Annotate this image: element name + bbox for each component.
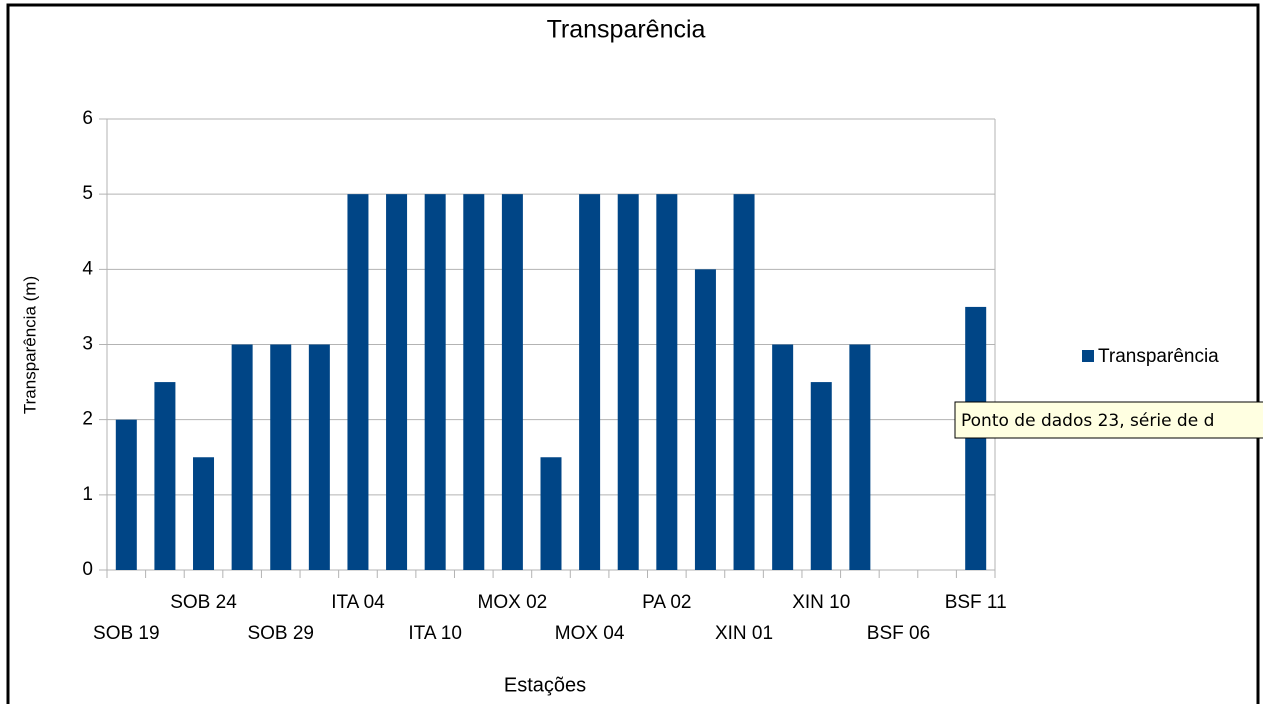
- x-tick-label: MOX 02: [478, 592, 548, 613]
- bar: [849, 344, 871, 570]
- bar: [463, 194, 485, 570]
- legend-label: Transparência: [1098, 346, 1219, 367]
- bar: [694, 269, 716, 570]
- x-tick-label: SOB 24: [170, 592, 237, 613]
- y-tick-label: 1: [82, 484, 93, 505]
- bar: [540, 457, 562, 570]
- bar: [386, 194, 408, 570]
- bar: [501, 194, 523, 570]
- y-tick-label: 3: [82, 334, 93, 355]
- chart-title: Transparência: [547, 16, 706, 44]
- x-tick-label: SOB 19: [93, 623, 160, 644]
- bar: [270, 344, 292, 570]
- x-axis-label: Estações: [504, 674, 586, 696]
- x-tick-label: ITA 10: [408, 623, 462, 644]
- x-tick-label: BSF 06: [867, 623, 930, 644]
- legend-swatch: [1082, 350, 1094, 362]
- bar: [733, 194, 755, 570]
- x-tick-label: SOB 29: [247, 623, 314, 644]
- bar: [231, 344, 253, 570]
- bar: [347, 194, 369, 570]
- bar: [424, 194, 446, 570]
- y-tick-label: 4: [82, 258, 93, 279]
- bar: [579, 194, 601, 570]
- x-tick-label: XIN 10: [792, 592, 850, 613]
- x-tick-label: XIN 01: [715, 623, 773, 644]
- bar: [308, 344, 330, 570]
- bar: [656, 194, 678, 570]
- x-tick-label: BSF 11: [945, 592, 1007, 613]
- y-axis-label: Transparência (m): [20, 276, 39, 414]
- bar: [617, 194, 639, 570]
- x-tick-label: MOX 04: [555, 623, 625, 644]
- bar: [115, 419, 137, 570]
- tooltip-box: [954, 401, 1263, 439]
- y-tick-label: 2: [82, 409, 93, 430]
- y-tick-label: 0: [82, 559, 93, 580]
- bar: [772, 344, 794, 570]
- bar: [154, 382, 176, 570]
- x-tick-label: PA 02: [642, 592, 691, 613]
- x-tick-label: ITA 04: [331, 592, 385, 613]
- tooltip-text: Ponto de dados 23, série de d: [961, 411, 1214, 431]
- bar: [810, 382, 832, 570]
- bar: [193, 457, 215, 570]
- y-tick-label: 5: [82, 183, 93, 204]
- y-tick-label: 6: [82, 108, 93, 129]
